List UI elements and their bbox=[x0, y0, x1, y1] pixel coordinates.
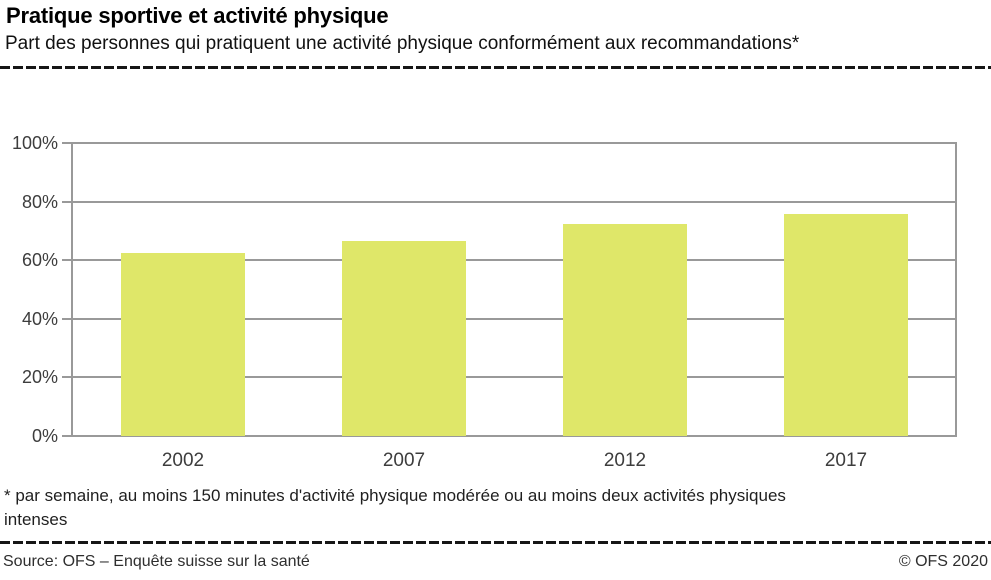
bar-2007 bbox=[342, 241, 466, 436]
bar-2002 bbox=[121, 253, 245, 436]
y-axis-label: 100% bbox=[11, 133, 58, 153]
gridline-20 bbox=[62, 376, 957, 378]
copyright-label: © OFS 2020 bbox=[898, 553, 988, 570]
source-label: Source: OFS – Enquête suisse sur la sant… bbox=[3, 553, 310, 570]
y-axis-label: 80% bbox=[21, 192, 58, 212]
bar-chart: 0% 20% 40% 60% 80% 100% 2002 2007 2012 2017 bbox=[11, 133, 957, 471]
gridline-60 bbox=[62, 259, 957, 261]
x-axis-label: 2012 bbox=[603, 450, 647, 471]
y-axis-label: 60% bbox=[21, 250, 58, 270]
gridline-100 bbox=[62, 142, 957, 144]
y-axis-label: 0% bbox=[31, 426, 58, 446]
y-axis-label: 20% bbox=[21, 367, 58, 387]
bar-2017 bbox=[784, 214, 908, 436]
gridline-80 bbox=[62, 201, 957, 203]
footer: Source: OFS – Enquête suisse sur la sant… bbox=[3, 553, 988, 571]
x-axis-label: 2017 bbox=[824, 450, 868, 471]
x-axis-label: 2002 bbox=[161, 450, 205, 471]
top-dashed-separator bbox=[0, 66, 991, 69]
y-axis-line bbox=[71, 143, 73, 437]
footnote: * par semaine, au moins 150 minutes d'ac… bbox=[4, 486, 786, 529]
page-title: Pratique sportive et activité physique bbox=[6, 3, 389, 28]
x-axis-label: 2007 bbox=[382, 450, 426, 471]
page-subtitle: Part des personnes qui pratiquent une ac… bbox=[5, 33, 800, 54]
bottom-dashed-separator bbox=[0, 541, 991, 544]
y-axis-label: 40% bbox=[21, 309, 58, 329]
gridline-40 bbox=[62, 318, 957, 320]
bar-2012 bbox=[563, 224, 687, 436]
gridline-0 bbox=[62, 435, 957, 437]
plot-right-border bbox=[955, 143, 957, 437]
